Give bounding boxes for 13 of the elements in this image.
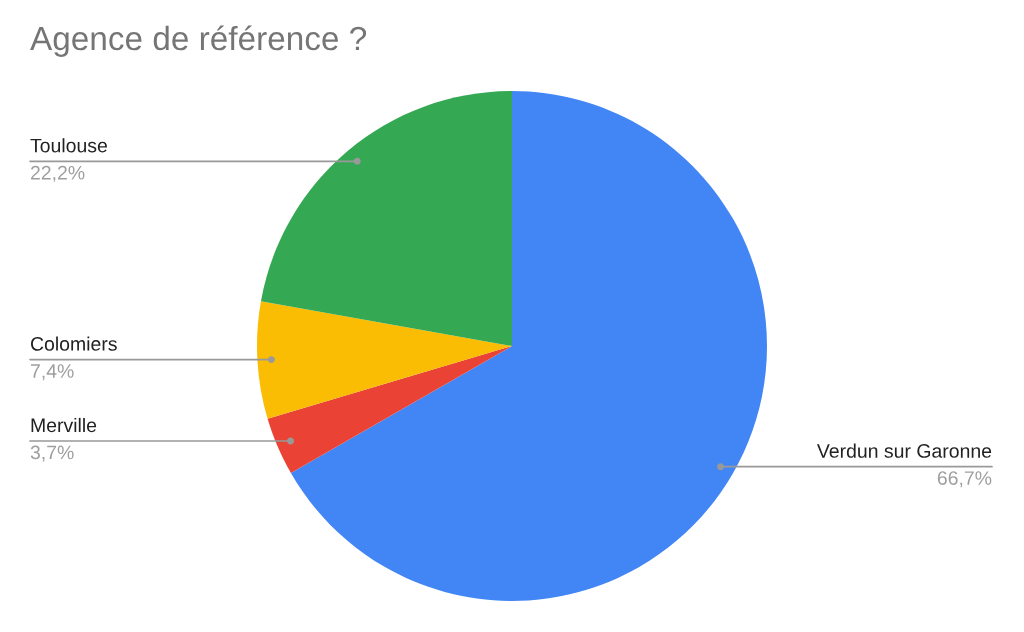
pie-slice	[260, 91, 512, 346]
chart-title: Agence de référence ?	[30, 25, 367, 57]
data-label: 66,7%	[937, 471, 992, 488]
data-label: 7,4%	[31, 364, 74, 381]
data-label: 22,2%	[30, 165, 85, 182]
slice-label: Merville	[31, 417, 97, 433]
slice-label: Toulouse	[30, 138, 107, 153]
slice-label: Verdun sur Garonne	[816, 443, 992, 458]
slice-label: Colomiers	[30, 336, 117, 351]
data-label: 3,7%	[30, 445, 74, 462]
pie-slice	[267, 346, 512, 474]
pie-slice	[257, 301, 512, 419]
pie-slice	[290, 91, 767, 601]
